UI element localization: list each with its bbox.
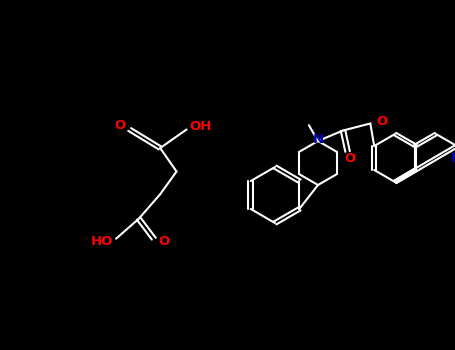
Text: N: N xyxy=(313,133,324,146)
Text: N: N xyxy=(451,152,455,164)
Text: HO: HO xyxy=(90,235,113,248)
Text: O: O xyxy=(376,115,387,128)
Text: OH: OH xyxy=(189,120,212,133)
Text: O: O xyxy=(114,119,125,132)
Text: O: O xyxy=(158,235,169,248)
Text: O: O xyxy=(344,152,355,165)
